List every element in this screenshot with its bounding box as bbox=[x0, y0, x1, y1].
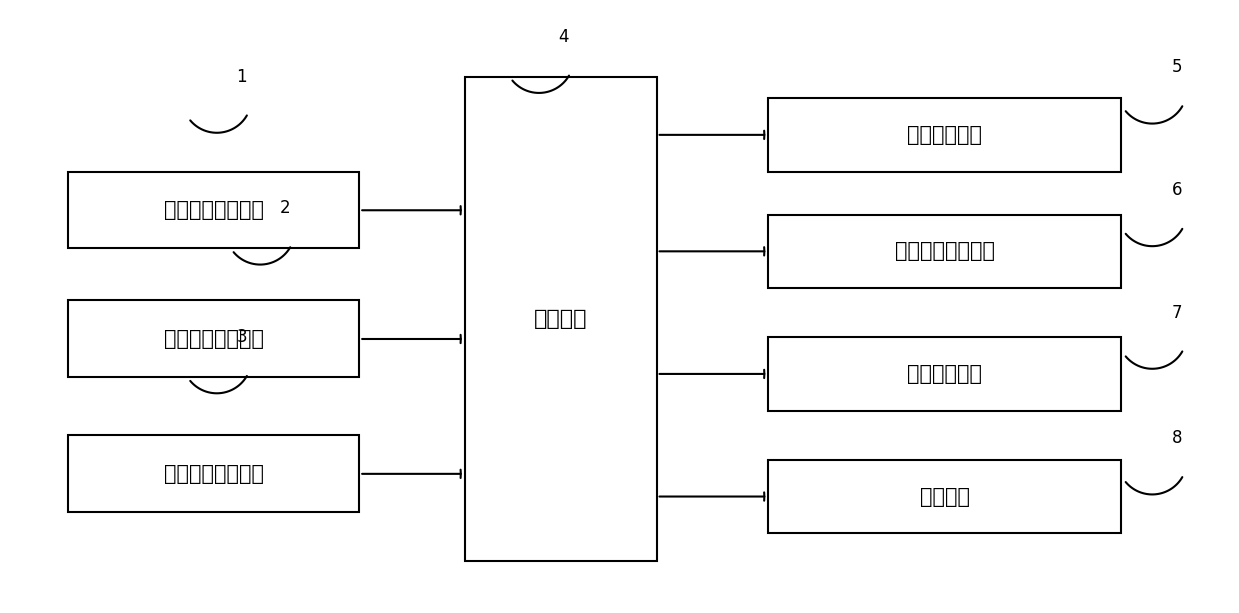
Bar bbox=[68, 435, 359, 512]
Text: 3: 3 bbox=[237, 328, 247, 346]
Text: 显示模块: 显示模块 bbox=[919, 487, 970, 506]
Bar bbox=[768, 337, 1121, 411]
Text: 岩土渗流检测模块: 岩土渗流检测模块 bbox=[164, 329, 264, 349]
Text: 岩土硬度检测模块: 岩土硬度检测模块 bbox=[164, 200, 264, 220]
Text: 8: 8 bbox=[1172, 429, 1182, 447]
Text: 7: 7 bbox=[1172, 303, 1182, 322]
Text: 数据存储模块: 数据存储模块 bbox=[907, 364, 983, 384]
Text: 主控模块: 主控模块 bbox=[534, 309, 587, 329]
Text: 2: 2 bbox=[280, 199, 290, 218]
Bar bbox=[465, 77, 657, 561]
Text: 场地图像采集模块: 场地图像采集模块 bbox=[164, 463, 264, 484]
Text: 勘察报告生成模块: 勘察报告生成模块 bbox=[895, 242, 995, 261]
Text: 4: 4 bbox=[559, 28, 569, 46]
Text: 原位测试模块: 原位测试模块 bbox=[907, 125, 983, 145]
Text: 5: 5 bbox=[1172, 58, 1182, 77]
Bar bbox=[768, 215, 1121, 288]
Bar bbox=[68, 172, 359, 248]
Bar bbox=[768, 460, 1121, 533]
Text: 1: 1 bbox=[237, 67, 247, 86]
Bar bbox=[68, 300, 359, 377]
Text: 6: 6 bbox=[1172, 181, 1182, 199]
Bar bbox=[768, 98, 1121, 172]
